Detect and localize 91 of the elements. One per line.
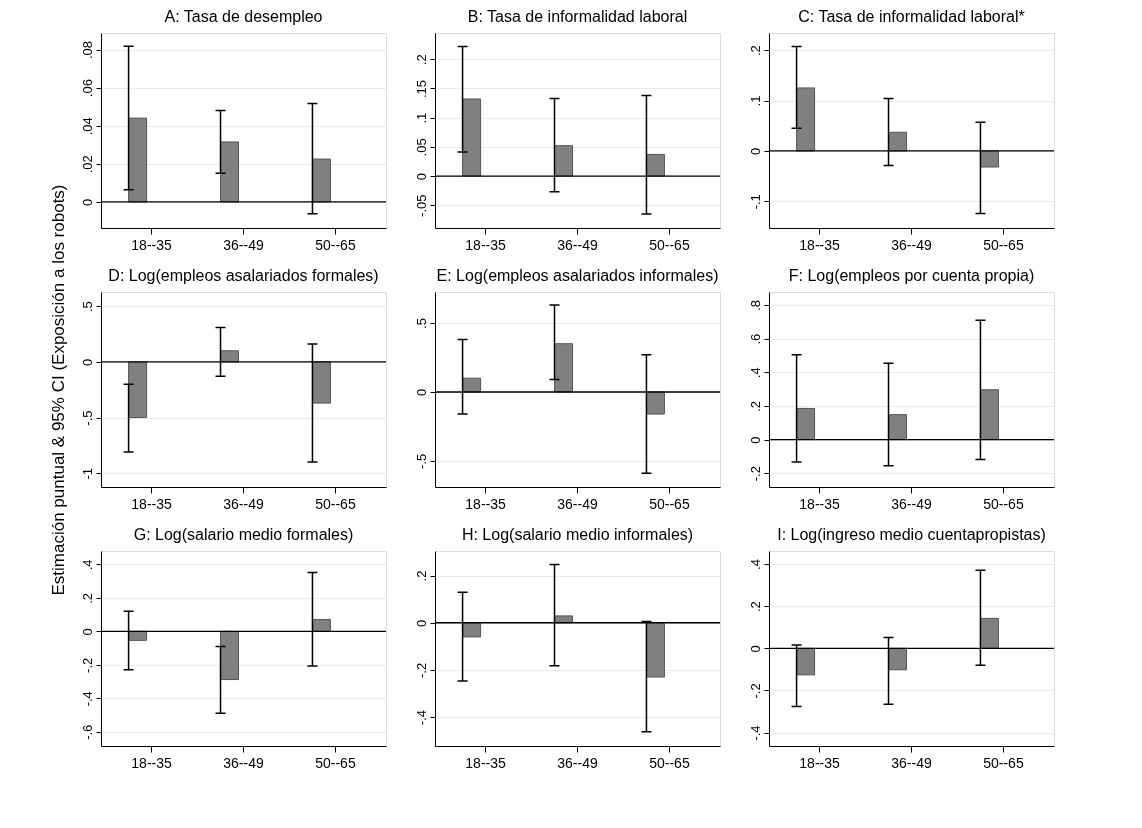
y-tick-label: 0 [413, 388, 429, 397]
x-tick-label: 18--35 [465, 236, 507, 253]
chart-title: B: Tasa de informalidad laboral [467, 8, 688, 25]
x-tick-label: 36--49 [891, 236, 932, 253]
y-tick-label: -.2 [747, 466, 763, 482]
y-axis-title: Estimación puntual & 95% CI (Exposición a los robots) [48, 184, 68, 596]
y-tick-label: -.4 [79, 691, 95, 707]
x-tick-label: 18--35 [465, 754, 507, 771]
y-tick-label: -.2 [747, 683, 763, 699]
y-tick-label: .4 [79, 559, 95, 571]
x-tick-label: 36--49 [891, 495, 932, 512]
y-tick-label: -.2 [413, 662, 429, 679]
x-tick-label: 36--49 [557, 236, 598, 253]
y-tick-label: .2 [747, 400, 763, 412]
y-tick-label: .5 [79, 301, 95, 313]
y-tick-label: .5 [413, 318, 429, 329]
y-tick-label: .2 [413, 570, 429, 582]
y-tick-label: 0 [79, 358, 95, 367]
y-tick-label: .2 [747, 45, 763, 57]
x-tick-label: 18--35 [465, 495, 507, 512]
chart-title: A: Tasa de desempleo [164, 8, 323, 25]
y-tick-label: .4 [747, 559, 763, 570]
y-tick-label: 0 [79, 198, 95, 207]
bar [796, 407, 816, 441]
y-tick-label: 0 [413, 619, 429, 627]
x-tick-label: 50--65 [315, 236, 356, 253]
y-tick-label: -1 [79, 467, 95, 480]
x-tick-label: 36--49 [223, 754, 264, 771]
bar [554, 343, 574, 393]
x-tick-label: 50--65 [649, 495, 690, 512]
y-tick-label: -.5 [413, 453, 429, 470]
y-tick-label: -.1 [747, 194, 763, 210]
y-tick-label: -.05 [413, 194, 429, 217]
chart-title: G: Log(salario medio formales) [133, 526, 354, 543]
y-tick-label: .15 [413, 79, 429, 98]
y-tick-label: .2 [79, 592, 95, 604]
chart-title: C: Tasa de informalidad laboral* [798, 8, 1025, 25]
x-tick-label: 36--49 [891, 754, 932, 771]
x-tick-label: 50--65 [983, 754, 1024, 771]
y-tick-label: .2 [747, 601, 763, 613]
bar [462, 98, 482, 177]
chart-title: F: Log(empleos por cuenta propia) [788, 267, 1035, 284]
y-tick-label: -.4 [747, 725, 763, 741]
bar [554, 145, 574, 177]
y-tick-label: .8 [747, 300, 763, 311]
bar [128, 117, 148, 203]
x-tick-label: 50--65 [983, 236, 1024, 253]
x-tick-label: 36--49 [557, 754, 598, 771]
x-tick-label: 18--35 [131, 495, 173, 512]
x-tick-label: 36--49 [223, 495, 264, 512]
y-tick-label: -.6 [79, 724, 95, 740]
y-tick-label: .02 [79, 155, 95, 174]
bar [979, 389, 999, 441]
x-tick-label: 36--49 [223, 236, 264, 253]
chart-title: E: Log(empleos asalariados informales) [436, 267, 719, 284]
chart-title: H: Log(salario medio informales) [461, 526, 694, 543]
chart-title: D: Log(empleos asalariados formales) [108, 267, 379, 284]
x-tick-label: 50--65 [315, 495, 356, 512]
bar [645, 391, 665, 415]
chart-title: I: Log(ingreso medio cuentapropistas) [777, 526, 1046, 543]
x-tick-label: 18--35 [799, 236, 841, 253]
y-tick-label: .6 [747, 333, 763, 345]
y-tick-label: .2 [413, 54, 429, 66]
x-tick-label: 50--65 [315, 754, 356, 771]
x-tick-label: 18--35 [131, 236, 173, 253]
y-tick-label: -.2 [79, 657, 95, 673]
y-tick-label: .06 [79, 79, 95, 98]
y-tick-label: .08 [79, 41, 95, 60]
y-tick-label: -.4 [413, 710, 429, 726]
y-tick-label: .4 [747, 367, 763, 379]
x-tick-label: 18--35 [799, 754, 841, 771]
x-tick-label: 50--65 [649, 236, 690, 253]
y-tick-label: .1 [747, 95, 763, 107]
y-tick-label: 0 [747, 645, 763, 653]
y-tick-label: .05 [413, 138, 429, 157]
y-tick-label: .1 [413, 112, 429, 124]
y-tick-label: .04 [79, 117, 95, 136]
y-tick-label: 0 [747, 436, 763, 444]
x-tick-label: 50--65 [649, 754, 690, 771]
y-tick-label: -.5 [79, 410, 95, 426]
y-tick-label: 0 [79, 628, 95, 636]
bar [311, 158, 331, 203]
x-tick-label: 18--35 [799, 495, 841, 512]
x-tick-label: 36--49 [557, 495, 598, 512]
x-tick-label: 50--65 [983, 495, 1024, 512]
bar [796, 87, 816, 152]
bar [888, 414, 908, 441]
y-tick-label: 0 [413, 172, 429, 181]
y-tick-label: 0 [747, 147, 763, 156]
x-tick-label: 18--35 [131, 754, 173, 771]
bar [220, 141, 240, 203]
